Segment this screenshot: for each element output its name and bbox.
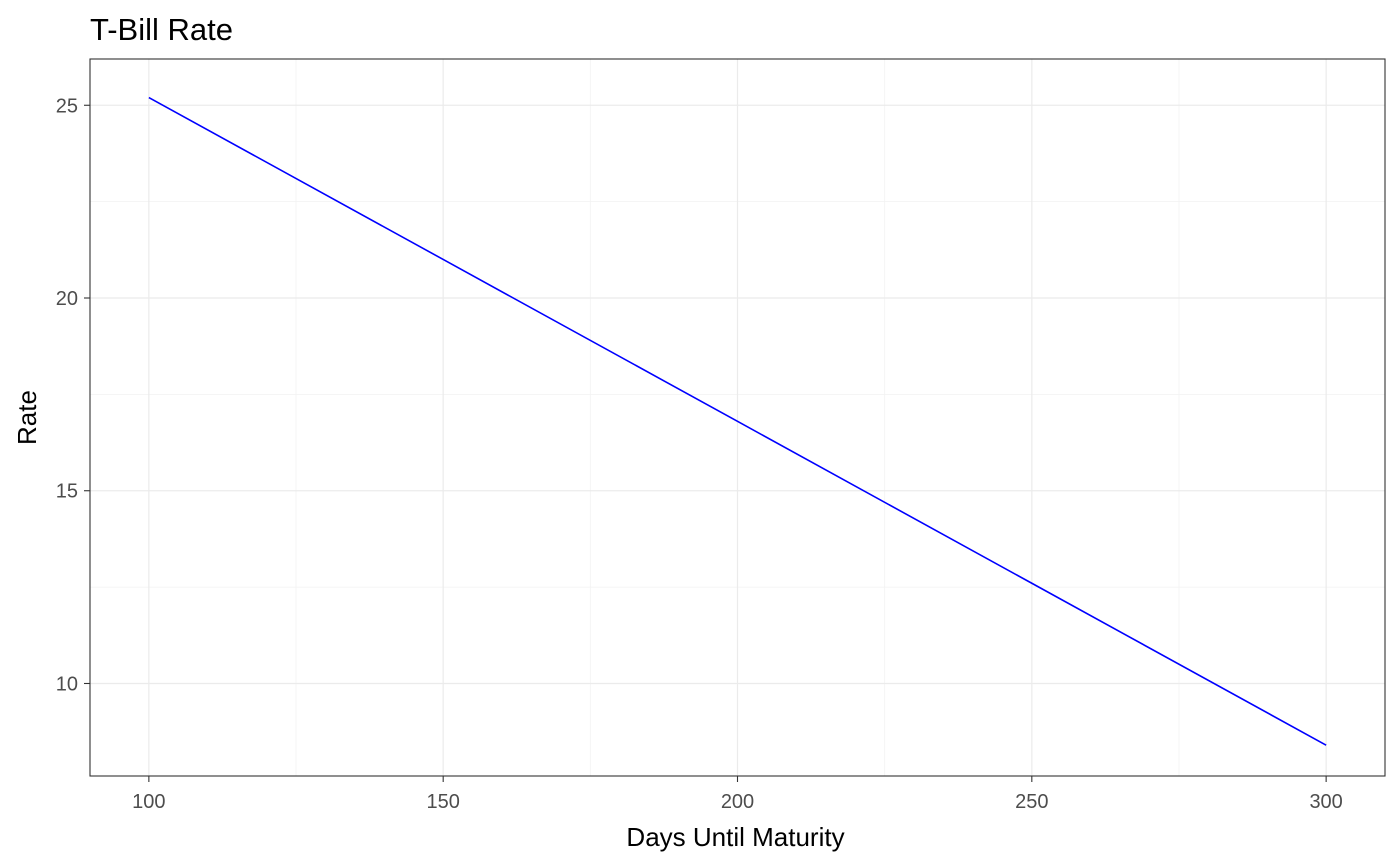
axis-layer: 100 150 200 250 300 10 15 20 25 (56, 95, 1343, 813)
x-tick-label: 300 (1309, 791, 1342, 813)
y-tick-label: 10 (56, 673, 78, 695)
y-tick-label: 25 (56, 95, 78, 117)
x-tick-label: 100 (132, 791, 165, 813)
x-tick-label: 150 (426, 791, 459, 813)
grid-layer (90, 59, 1385, 776)
series-line (148, 96, 1327, 746)
x-axis-title: Days Until Maturity (626, 822, 844, 852)
y-tick-label: 15 (56, 481, 78, 503)
x-tick-label: 200 (721, 791, 754, 813)
chart-title: T-Bill Rate (90, 12, 233, 47)
y-tick-label: 20 (56, 288, 78, 310)
x-tick-label: 250 (1015, 791, 1048, 813)
y-axis-title: Rate (12, 390, 42, 445)
data-layer (148, 96, 1327, 746)
